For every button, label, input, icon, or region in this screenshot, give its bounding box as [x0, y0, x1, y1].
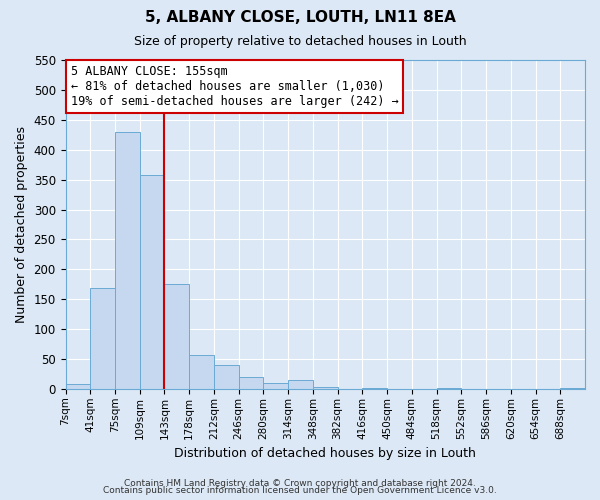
Text: Contains HM Land Registry data © Crown copyright and database right 2024.: Contains HM Land Registry data © Crown c…: [124, 478, 476, 488]
Bar: [65, 384, 90, 389]
Bar: [90, 288, 115, 389]
Bar: [437, 388, 461, 389]
Bar: [362, 388, 387, 389]
Bar: [115, 132, 140, 389]
Bar: [288, 380, 313, 389]
X-axis label: Distribution of detached houses by size in Louth: Distribution of detached houses by size …: [175, 447, 476, 460]
Text: 5, ALBANY CLOSE, LOUTH, LN11 8EA: 5, ALBANY CLOSE, LOUTH, LN11 8EA: [145, 10, 455, 25]
Bar: [239, 377, 263, 389]
Text: Size of property relative to detached houses in Louth: Size of property relative to detached ho…: [134, 35, 466, 48]
Bar: [164, 284, 189, 389]
Bar: [263, 383, 288, 389]
Bar: [140, 176, 164, 389]
Bar: [313, 387, 338, 389]
Text: 5 ALBANY CLOSE: 155sqm
← 81% of detached houses are smaller (1,030)
19% of semi-: 5 ALBANY CLOSE: 155sqm ← 81% of detached…: [71, 65, 398, 108]
Bar: [214, 365, 239, 389]
Y-axis label: Number of detached properties: Number of detached properties: [15, 126, 28, 323]
Bar: [189, 356, 214, 389]
Bar: [560, 388, 585, 389]
Text: Contains public sector information licensed under the Open Government Licence v3: Contains public sector information licen…: [103, 486, 497, 495]
